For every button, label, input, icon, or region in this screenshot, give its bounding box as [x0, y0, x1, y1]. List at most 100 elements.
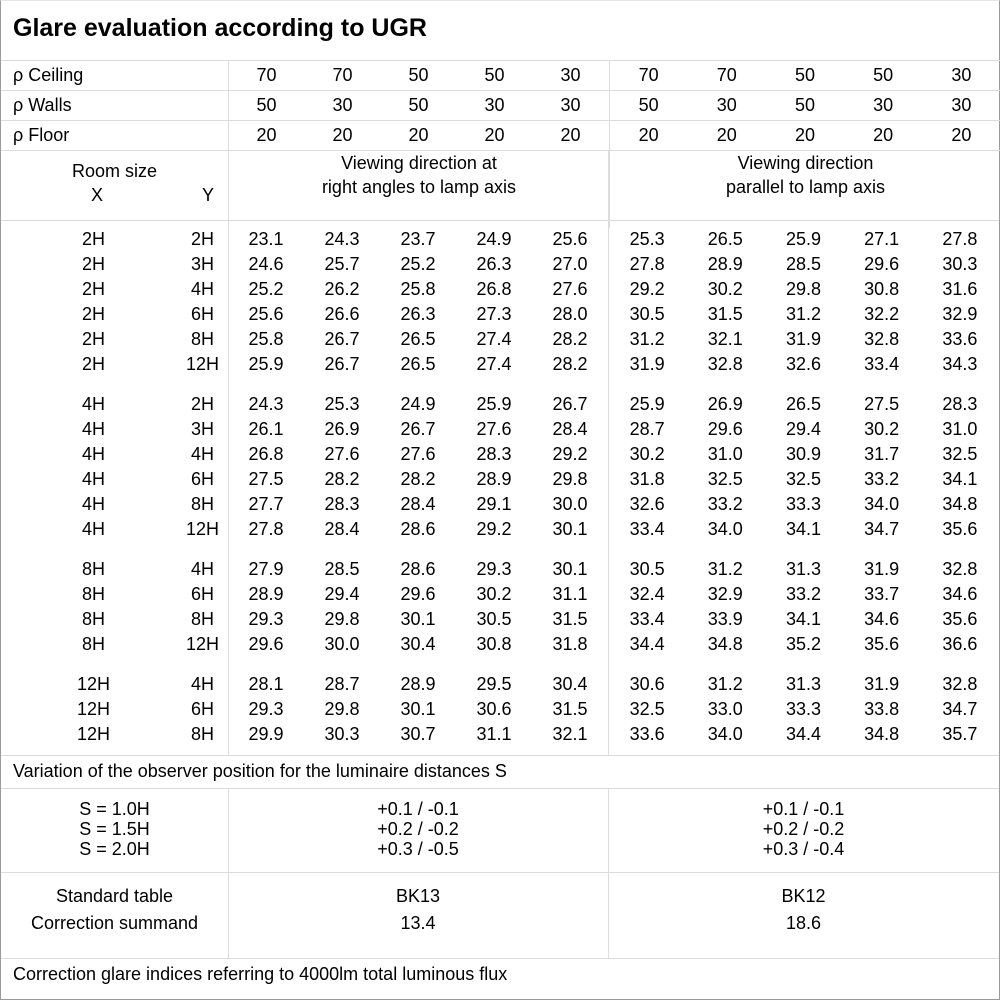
ugr-value: 26.5: [707, 229, 743, 249]
ugr-value: 24.6: [248, 254, 284, 274]
room-y: 4H: [190, 279, 214, 299]
variation-section: S = 1.0H S = 1.5H S = 2.0H +0.1 / -0.1 +0.2…: [1, 788, 999, 873]
ugr-value: 30.3: [324, 724, 360, 744]
ugr-value: 26.3: [476, 254, 512, 274]
ugr-value: 31.0: [707, 444, 743, 464]
ugr-value: 33.4: [629, 519, 665, 539]
room-y: 12H: [186, 354, 220, 374]
ugr-value: 33.2: [785, 584, 821, 604]
room-y: 8H: [190, 494, 214, 514]
ugr-value: 27.9: [248, 559, 284, 579]
ugr-value: 29.8: [552, 469, 588, 489]
ugr-value: 25.9: [248, 354, 284, 374]
ugr-value: 30.2: [864, 419, 900, 439]
page-title: Glare evaluation according to UGR: [13, 14, 427, 42]
table-row: 2H 2H 23.1 24.3 23.7 24.9 25.6 25.3 26.5 25.9 27.1…: [1, 227, 999, 252]
reflectance-table: ρ Ceiling 70 70 50 50 30 70 70 50 50 30 ρ Walls 50 30…: [1, 60, 1000, 150]
ugr-value: 27.6: [476, 419, 512, 439]
room-x: 2H: [81, 229, 105, 249]
ugr-value: 25.8: [400, 279, 436, 299]
ugr-value: 34.7: [942, 699, 978, 719]
room-y: 4H: [190, 674, 214, 694]
ugr-value: 31.2: [707, 559, 743, 579]
table-row: 4H 4H 26.8 27.6 27.6 28.3 29.2 30.2 31.0 30.9 31.7…: [1, 442, 999, 467]
ugr-value: 26.5: [785, 394, 821, 414]
ugr-value: 35.6: [942, 519, 978, 539]
room-size-cell: 8H 6H: [1, 582, 228, 607]
table-row: 4H 6H 27.5 28.2 28.2 28.9 29.8 31.8 32.5 32.5 33.2…: [1, 467, 999, 492]
variation-line: S = 1.5H: [79, 819, 150, 839]
ugr-value: 29.5: [476, 674, 512, 694]
ugr-value: 28.4: [552, 419, 588, 439]
room-size-cell: 2H 8H: [1, 327, 228, 352]
ugr-value: 31.2: [785, 304, 821, 324]
ugr-value: 26.7: [552, 394, 588, 414]
ugr-value: 29.8: [324, 699, 360, 719]
reflectance-value: 30: [456, 90, 533, 121]
room-x: 8H: [81, 584, 105, 604]
ugr-value: 31.5: [552, 609, 588, 629]
ugr-value: 28.9: [707, 254, 743, 274]
reflectance-value: 30: [304, 90, 381, 121]
reflectance-value: 50: [608, 90, 688, 121]
ugr-value: 34.6: [864, 609, 900, 629]
ugr-value: 30.1: [552, 519, 588, 539]
ugr-value: 29.6: [707, 419, 743, 439]
reflectance-label: ρ Floor: [1, 120, 228, 150]
ugr-value: 34.0: [707, 724, 743, 744]
ugr-value: 27.8: [248, 519, 284, 539]
room-x: 4H: [81, 519, 105, 539]
ugr-value: 33.6: [942, 329, 978, 349]
ugr-value: 30.0: [324, 634, 360, 654]
reflectance-value: 70: [304, 60, 381, 91]
ugr-value: 32.5: [629, 699, 665, 719]
ugr-value: 35.6: [864, 634, 900, 654]
ugr-value: 27.6: [324, 444, 360, 464]
reflectance-value: 30: [922, 60, 1000, 91]
reflectance-value: 20: [608, 120, 688, 150]
ugr-value: 29.2: [476, 519, 512, 539]
ugr-value: 31.3: [785, 559, 821, 579]
room-y: 8H: [190, 329, 214, 349]
ugr-value: 26.5: [400, 329, 436, 349]
ugr-value: 30.6: [629, 674, 665, 694]
room-y: 6H: [190, 304, 214, 324]
reflectance-value: 50: [227, 90, 305, 121]
ugr-value: 25.2: [248, 279, 284, 299]
reflectance-value: 50: [844, 60, 923, 91]
ugr-value: 33.0: [707, 699, 743, 719]
ugr-value: 26.7: [324, 329, 360, 349]
s-parallel: +0.1 / -0.1 +0.2 / -0.2 +0.3 / -0.4: [608, 799, 999, 859]
ugr-value: 32.2: [864, 304, 900, 324]
ugr-value: 33.4: [864, 354, 900, 374]
ugr-value: 31.3: [785, 674, 821, 694]
ugr-value: 26.3: [400, 304, 436, 324]
ugr-value: 30.5: [629, 559, 665, 579]
room-size-cell: 4H 12H: [1, 517, 228, 542]
ugr-value: 30.0: [552, 494, 588, 514]
ugr-value: 33.6: [629, 724, 665, 744]
room-y: 4H: [190, 559, 214, 579]
room-x: 2H: [81, 354, 105, 374]
variation-line: S = 1.0H: [79, 799, 150, 819]
room-size-cell: 4H 6H: [1, 467, 228, 492]
ugr-value: 31.9: [864, 674, 900, 694]
ugr-value: 34.3: [942, 354, 978, 374]
ugr-value: 33.2: [707, 494, 743, 514]
table-row: 12H 8H 29.9 30.3 30.7 31.1 32.1 33.6 34.0 34.4 34.…: [1, 722, 999, 747]
room-size-cell: 2H 3H: [1, 252, 228, 277]
ugr-value: 30.2: [629, 444, 665, 464]
reflectance-value: 20: [687, 120, 766, 150]
ugr-value: 31.5: [707, 304, 743, 324]
reflectance-value: 20: [304, 120, 381, 150]
reflectance-value: 30: [687, 90, 766, 121]
ugr-value: 24.3: [248, 394, 284, 414]
table-row: 2H 8H 25.8 26.7 26.5 27.4 28.2 31.2 32.1 31.9 32.8…: [1, 327, 999, 352]
variation-line: +0.3 / -0.4: [762, 839, 845, 859]
reflectance-value: 20: [380, 120, 457, 150]
ugr-value: 26.8: [248, 444, 284, 464]
ugr-value: 31.2: [629, 329, 665, 349]
right-angles-line1: Viewing direction at: [341, 153, 497, 173]
ugr-value: 31.8: [629, 469, 665, 489]
reflectance-label: ρ Ceiling: [1, 60, 228, 91]
